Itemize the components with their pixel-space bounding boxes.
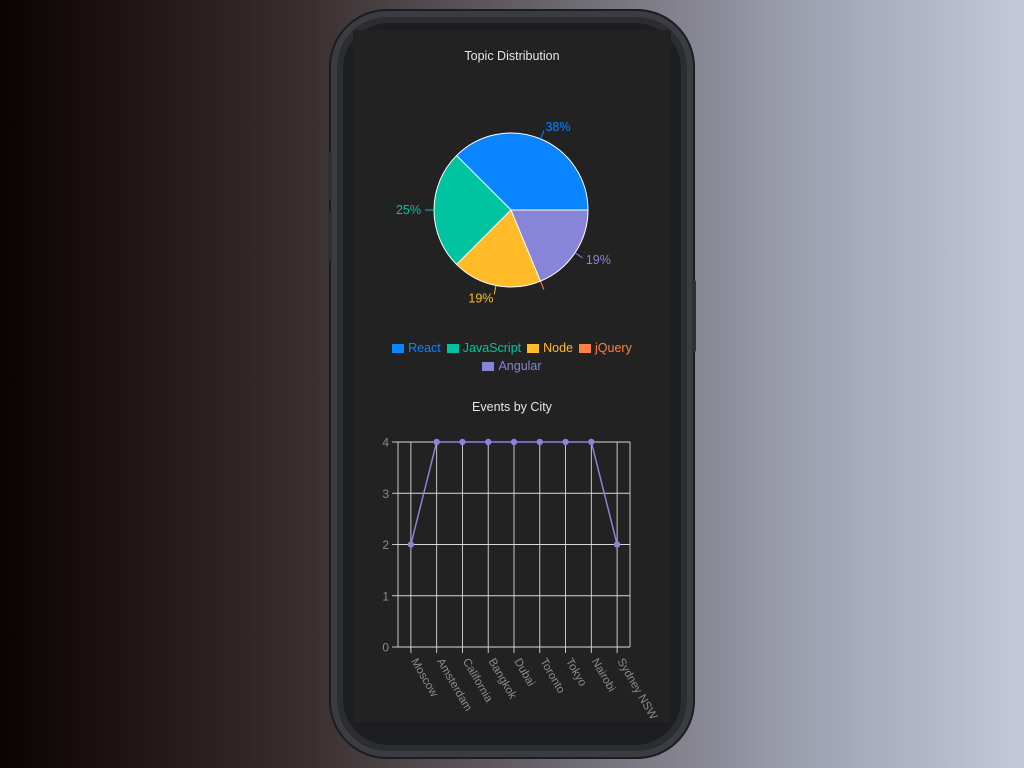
legend-swatch <box>392 343 405 353</box>
x-tick-label: Tokyo <box>563 657 588 689</box>
legend-label: React <box>408 341 441 355</box>
power-button <box>692 280 696 352</box>
data-point-bangkok <box>485 438 492 446</box>
legend-item-angular[interactable]: Angular <box>482 357 542 375</box>
data-point-moscow <box>407 541 415 548</box>
pie-slice-angular <box>510 209 589 282</box>
data-point-sydney-nsw <box>613 541 621 548</box>
y-tick-label: 0 <box>382 641 389 655</box>
x-tick-label: Sydney NSW <box>615 657 660 722</box>
legend-label: JavaScript <box>462 341 522 355</box>
pie-slice-node <box>455 209 542 288</box>
y-tick-label: 1 <box>382 589 389 603</box>
x-tick-label: Toronto <box>537 657 567 696</box>
legend-item-node[interactable]: Node <box>527 339 573 357</box>
pie-percent-label-javascript: 25% <box>396 203 421 217</box>
pie-chart-title: Topic Distribution <box>464 49 560 63</box>
data-point-tokyo <box>562 438 569 446</box>
data-point-dubai <box>510 438 518 446</box>
pie-label-line-node <box>493 285 497 295</box>
data-point-amsterdam <box>433 438 440 446</box>
pie-label-line-react <box>540 130 545 140</box>
pie-chart: 38% 25% 19% 19% <box>396 120 611 305</box>
volume-up-button <box>328 152 332 200</box>
pie-percent-label-angular: 19% <box>586 253 611 267</box>
volume-down-button <box>328 212 332 260</box>
pie-percent-label-react: 38% <box>545 120 570 134</box>
legend-label: jQuery <box>595 341 632 355</box>
legend-item-javascript[interactable]: JavaScript <box>446 339 522 357</box>
data-point-toronto <box>536 438 543 446</box>
x-tick-label: Nairobi <box>589 657 618 695</box>
phone-screen: Topic Distribution 38% 25% 19% 19% React Ja… <box>353 30 671 722</box>
pie-legend: React JavaScript Node jQuery Angular <box>373 339 651 375</box>
line-chart-title: Events by City <box>472 400 552 414</box>
legend-swatch <box>482 361 495 371</box>
legend-item-jquery[interactable]: jQuery <box>579 339 632 357</box>
pie-slice-react <box>455 132 589 211</box>
legend-label: Angular <box>498 359 542 373</box>
legend-label: Node <box>543 341 574 355</box>
legend-swatch <box>527 343 540 353</box>
y-tick-label: 4 <box>382 436 389 450</box>
pie-percent-label-node: 19% <box>468 291 493 305</box>
pie-label-line-jquery <box>540 280 545 290</box>
legend-swatch <box>579 343 592 353</box>
legend-swatch <box>446 343 459 353</box>
line-chart: 01234MoscowAmsterdamCaliforniaBangkokDub… <box>382 436 660 722</box>
y-tick-label: 2 <box>382 538 389 552</box>
pie-label-line-angular <box>574 252 583 259</box>
data-point-nairobi <box>588 438 595 446</box>
y-tick-label: 3 <box>382 487 389 501</box>
x-tick-label: Dubai <box>511 657 536 689</box>
data-point-california <box>459 438 466 446</box>
pie-slice-javascript <box>433 154 512 266</box>
legend-item-react[interactable]: React <box>392 339 441 357</box>
